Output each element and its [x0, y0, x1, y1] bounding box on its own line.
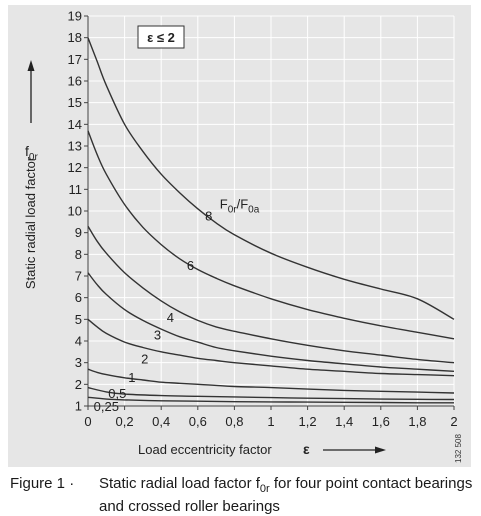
condition-box: ε ≤ 2: [137, 25, 185, 49]
curve-label: 0,25: [94, 399, 119, 414]
x-tick-label: 0: [84, 414, 91, 429]
y-tick-label: 16: [68, 74, 82, 89]
caption-text-start: Static radial load factor f: [99, 475, 260, 492]
y-axis-arrow-head: [27, 60, 35, 71]
y-tick-label: 15: [68, 95, 82, 110]
series-parameter-part: F: [220, 196, 228, 211]
series-parameter-part: 0a: [248, 204, 260, 215]
y-tick-label: 7: [75, 269, 82, 284]
x-tick-label: 0,8: [225, 414, 243, 429]
y-tick-label: 2: [75, 377, 82, 392]
curve-label: 3: [154, 328, 161, 343]
curve-label: 8: [205, 208, 212, 223]
y-tick-label: 12: [68, 160, 82, 175]
curve-line: [87, 225, 455, 364]
y-tick-label: 5: [75, 312, 82, 327]
grid: [88, 15, 455, 406]
series-parameter-part: /F: [237, 196, 249, 211]
series-parameter-label: F0r/F0a: [220, 196, 260, 215]
x-axis-label: Load eccentricity factor: [138, 442, 272, 457]
y-tick-label: 4: [75, 334, 82, 349]
x-axis-symbol: ε: [303, 441, 310, 457]
x-tick-label: 1,6: [372, 414, 390, 429]
curve-label: 0,5: [108, 386, 126, 401]
chart-panel: 1 2 3 4 5 6 7 8 9 10 11 12 13 14 15 16 17 18 19 0 0,2 0,4 0,6 0…: [8, 5, 471, 467]
y-tick-label: 9: [75, 225, 82, 240]
caption-figure-text: Figure 1: [10, 475, 66, 492]
curves: [87, 37, 455, 404]
x-tick-label: 0,6: [189, 414, 207, 429]
x-tick-label: 1,8: [408, 414, 426, 429]
x-axis-arrow-head: [375, 446, 386, 454]
y-tick-label: 1: [75, 399, 82, 414]
caption-separator: ·: [69, 475, 75, 492]
y-axis-symbol: f0r: [25, 143, 38, 163]
y-tick-label: 17: [68, 52, 82, 67]
caption-symbol-subscript: 0r: [259, 483, 270, 495]
condition-box-frame: [137, 25, 185, 49]
curve-line: [87, 368, 455, 394]
y-tick-label: 6: [75, 290, 82, 305]
y-tick-label: 10: [68, 204, 82, 219]
caption-text-end: for four point contact bearings and cros…: [99, 475, 473, 515]
y-axis-label: Static radial load factor: [23, 156, 38, 289]
condition-label: ε ≤ 2: [147, 30, 175, 45]
x-tick-label: 1: [267, 414, 274, 429]
y-tick-label: 13: [68, 139, 82, 154]
x-tick-label: 1,4: [335, 414, 353, 429]
y-tick-label: 14: [68, 117, 82, 132]
curve-label: 2: [141, 351, 148, 366]
curve-line: [87, 37, 455, 320]
curve-label: 1: [128, 370, 135, 385]
x-tick-label: 0,4: [152, 414, 170, 429]
curve-line: [87, 272, 455, 372]
curve-line: [87, 386, 455, 401]
series-parameter-part: 0r: [228, 204, 238, 215]
series-parameter-text: F0r/F0a: [220, 196, 260, 215]
curve-line: [87, 318, 455, 377]
curve-line: [87, 130, 455, 340]
x-tick-label: 0,2: [116, 414, 134, 429]
figure-caption: Figure 1 · Static radial load factor f0r…: [10, 475, 475, 515]
y-tick-label: 19: [68, 9, 82, 24]
y-tick-label: 11: [69, 182, 83, 197]
curve-label: 6: [187, 258, 194, 273]
side-code: 132 508: [454, 434, 463, 463]
y-tick-label: 18: [68, 30, 82, 45]
x-tick-label: 2: [450, 414, 457, 429]
caption-text: Static radial load factor f0r for four p…: [99, 475, 479, 516]
caption-figure-number: Figure 1 ·: [10, 475, 74, 492]
x-axis-label-group: Load eccentricity factor ε: [138, 441, 386, 457]
curve-line: [87, 396, 454, 404]
y-tick-label: 3: [75, 355, 82, 370]
curve-label: 4: [167, 310, 174, 325]
x-tick-label: 1,2: [299, 414, 317, 429]
y-tick-label: 8: [75, 247, 82, 262]
